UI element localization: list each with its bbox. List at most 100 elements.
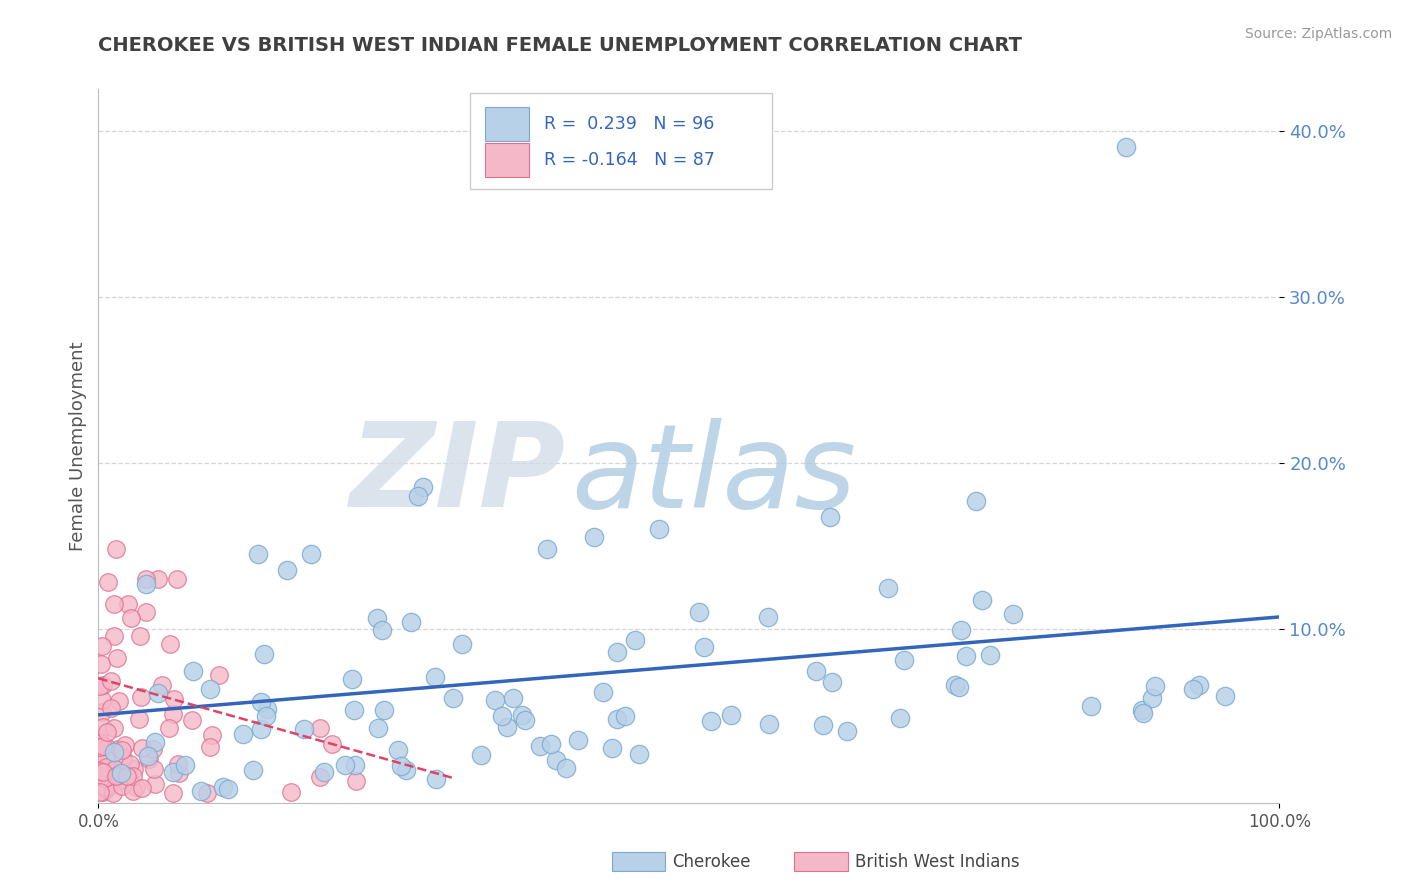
- Point: [104, 762, 127, 776]
- Point: [136, 748, 159, 763]
- Point: [949, 624, 972, 638]
- Point: [94, 752, 117, 766]
- Point: [412, 481, 434, 495]
- Point: [943, 678, 966, 692]
- Point: [1130, 703, 1153, 717]
- Point: [1143, 680, 1166, 694]
- Point: [146, 572, 169, 586]
- Text: Source: ZipAtlas.com: Source: ZipAtlas.com: [1244, 27, 1392, 41]
- Text: Cherokee: Cherokee: [672, 853, 751, 871]
- Point: [146, 686, 169, 700]
- Point: [491, 708, 513, 723]
- Point: [1002, 607, 1025, 622]
- Point: [540, 737, 562, 751]
- Point: [91, 720, 114, 734]
- Point: [91, 692, 114, 706]
- Point: [700, 714, 723, 729]
- Point: [371, 623, 394, 637]
- Point: [811, 718, 834, 732]
- Point: [965, 493, 987, 508]
- Point: [502, 691, 524, 706]
- Point: [159, 637, 181, 651]
- Point: [366, 611, 388, 625]
- Point: [818, 510, 841, 524]
- Point: [89, 750, 111, 764]
- Point: [693, 640, 716, 655]
- Text: CHEROKEE VS BRITISH WEST INDIAN FEMALE UNEMPLOYMENT CORRELATION CHART: CHEROKEE VS BRITISH WEST INDIAN FEMALE U…: [98, 36, 1022, 54]
- Point: [624, 633, 647, 648]
- Point: [122, 762, 145, 776]
- Point: [166, 572, 188, 586]
- Point: [979, 648, 1001, 662]
- Point: [125, 780, 148, 794]
- Point: [94, 740, 117, 755]
- Point: [117, 597, 139, 611]
- Point: [110, 779, 132, 793]
- Point: [821, 675, 844, 690]
- Point: [100, 701, 122, 715]
- Point: [399, 615, 422, 630]
- Point: [893, 653, 915, 667]
- Point: [89, 764, 111, 778]
- Point: [614, 709, 637, 723]
- Point: [103, 598, 125, 612]
- Point: [89, 736, 111, 750]
- Point: [602, 740, 624, 755]
- Point: [96, 760, 118, 774]
- Point: [163, 692, 186, 706]
- Point: [512, 708, 534, 723]
- Point: [107, 742, 129, 756]
- Point: [470, 747, 492, 762]
- Point: [346, 773, 368, 788]
- Point: [1080, 698, 1102, 713]
- Point: [555, 761, 578, 775]
- Point: [110, 765, 132, 780]
- Point: [758, 716, 780, 731]
- Point: [1115, 140, 1137, 154]
- Point: [135, 605, 157, 619]
- Point: [103, 745, 125, 759]
- Point: [120, 611, 142, 625]
- Point: [166, 757, 188, 772]
- Point: [583, 530, 606, 544]
- Point: [1187, 678, 1209, 692]
- Point: [373, 703, 395, 717]
- Point: [1213, 689, 1236, 703]
- Point: [1181, 681, 1204, 696]
- Point: [495, 720, 517, 734]
- Point: [89, 785, 111, 799]
- Point: [256, 702, 278, 716]
- Point: [249, 695, 271, 709]
- Point: [162, 765, 184, 780]
- Point: [515, 714, 537, 728]
- Point: [321, 737, 343, 751]
- Point: [536, 541, 558, 556]
- Point: [91, 739, 114, 753]
- Text: ZIP: ZIP: [349, 417, 565, 532]
- Point: [333, 757, 356, 772]
- Point: [208, 667, 231, 681]
- Point: [340, 672, 363, 686]
- Point: [142, 742, 165, 756]
- Point: [592, 685, 614, 699]
- Point: [877, 582, 900, 596]
- Point: [97, 764, 120, 779]
- Point: [138, 751, 160, 765]
- Point: [367, 721, 389, 735]
- Point: [835, 723, 858, 738]
- Point: [100, 768, 122, 782]
- Point: [1132, 706, 1154, 720]
- Point: [157, 721, 180, 735]
- Point: [107, 773, 129, 788]
- FancyBboxPatch shape: [485, 107, 530, 141]
- Point: [142, 762, 165, 776]
- Point: [143, 777, 166, 791]
- Point: [242, 763, 264, 777]
- Point: [425, 670, 447, 684]
- Point: [91, 705, 114, 719]
- Point: [129, 690, 152, 704]
- Point: [94, 771, 117, 785]
- Point: [135, 572, 157, 586]
- Point: [425, 772, 447, 786]
- Point: [122, 769, 145, 783]
